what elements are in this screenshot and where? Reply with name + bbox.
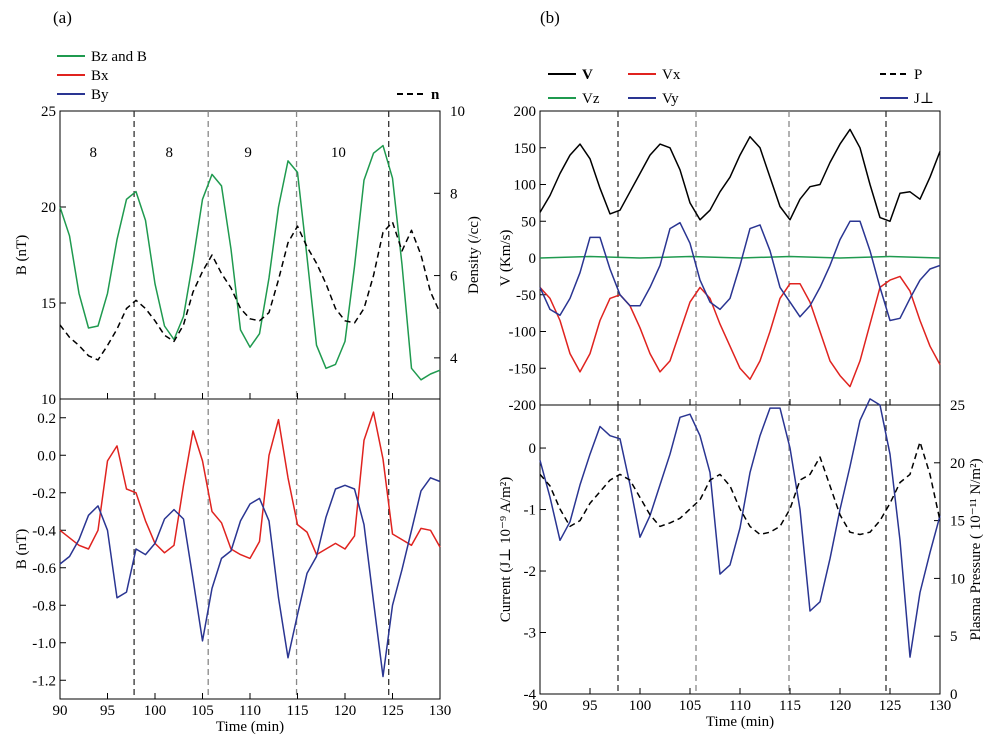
a_bottom-ylabel: B (nT)	[14, 529, 30, 569]
series-vz-line	[539, 255, 941, 259]
a_bottom-xtick-label: 130	[429, 703, 452, 719]
a_top-ytick-label: 10	[41, 392, 56, 408]
a_bottom-ytick-label: -0.4	[32, 523, 56, 539]
b_bottom-ytick-right-label: 25	[950, 398, 965, 414]
a_bottom-xtick-label: 120	[334, 703, 357, 719]
b_top-ytick-label: 150	[514, 141, 537, 157]
b_bottom-ylabel: Current (J⊥ 10⁻⁹ A/m²)	[498, 477, 514, 623]
legend-bx-label: Bx	[91, 68, 109, 84]
a_top-ytick-right-label: 6	[450, 269, 458, 285]
a_top-annotation: 8	[166, 145, 174, 161]
b_bottom-ytick-right-label: 10	[950, 571, 965, 587]
b_bottom-ytick-label: 0	[529, 441, 537, 457]
b_bottom-ytick-label: -2	[524, 564, 537, 580]
a_bottom-ytick-label: -0.2	[32, 486, 56, 502]
b_bottom-ytick-label: -1	[524, 503, 537, 519]
legend-v-label: V	[582, 67, 593, 83]
a_bottom-ytick-label: -0.8	[32, 598, 56, 614]
b_top-ytick-label: -200	[509, 398, 537, 414]
a_top-annotation: 10	[331, 145, 346, 161]
a_bottom-ytick-label: -1.2	[32, 673, 56, 689]
b_bottom-xtick-label: 130	[929, 698, 952, 714]
a_bottom-xtick-label: 95	[100, 703, 115, 719]
b_bottom-xtick-label: 100	[629, 698, 652, 714]
a_top-ytick-right-label: 8	[450, 186, 458, 202]
b_bottom-frame	[539, 404, 941, 695]
b_bottom-ytick-right-label: 20	[950, 456, 965, 472]
b_top-ytick-label: 100	[514, 178, 537, 194]
legend-vz-label: Vz	[582, 91, 600, 107]
series-j-line	[539, 398, 941, 658]
a_bottom-xtick-label: 125	[381, 703, 404, 719]
b_bottom-ytick-label: -4	[524, 687, 537, 703]
legend-jperp-label: J⊥	[914, 91, 934, 107]
a_bottom-frame	[59, 398, 441, 700]
a_bottom-ytick-label: -1.0	[32, 636, 56, 652]
a_bottom-xtick-label: 110	[239, 703, 261, 719]
b_bottom-xtick-label: 115	[779, 698, 801, 714]
panel-label-a: (a)	[53, 8, 72, 27]
series-vx-line	[539, 275, 941, 388]
legend-vx-label: Vx	[662, 67, 681, 83]
a_bottom-xlabel: Time (min)	[216, 719, 284, 735]
a_top-ytick-label: 20	[41, 200, 56, 216]
b_top-ytick-label: 50	[521, 214, 536, 230]
b_bottom-xtick-label: 90	[533, 698, 548, 714]
b_bottom-xlabel: Time (min)	[706, 714, 774, 730]
a_bottom-xtick-label: 100	[144, 703, 167, 719]
b_bottom-xtick-label: 105	[679, 698, 702, 714]
b_top-ytick-label: -150	[509, 361, 537, 377]
a_bottom-ytick-label: -0.6	[32, 561, 56, 577]
b_bottom-xtick-label: 125	[879, 698, 902, 714]
a_top-annotation: 9	[244, 145, 252, 161]
a_bottom-xtick-label: 90	[53, 703, 68, 719]
b_bottom-ytick-label: -3	[524, 626, 537, 642]
legend-vy-label: Vy	[662, 91, 679, 107]
b_bottom-ytick-right-label: 15	[950, 514, 965, 530]
b_top-ytick-label: 200	[514, 104, 537, 120]
b_bottom-xtick-label: 110	[729, 698, 751, 714]
a_top-ylabel: B (nT)	[14, 235, 30, 275]
series-bx-line	[59, 411, 441, 560]
a_bottom-xtick-label: 105	[191, 703, 214, 719]
series-vy-line	[539, 220, 941, 322]
series-n-line	[59, 221, 441, 361]
a_bottom-xtick-label: 115	[287, 703, 309, 719]
panel-label-b: (b)	[540, 8, 560, 27]
b_top-ylabel: V (Km/s)	[498, 230, 514, 287]
a_top-ytick-label: 25	[41, 104, 56, 120]
b_top-ytick-label: 0	[529, 251, 537, 267]
b_bottom-xtick-label: 120	[829, 698, 852, 714]
b_bottom-ylabel-right: Plasma Pressure ( 10⁻¹¹ N/m²)	[968, 458, 984, 640]
b_top-ytick-label: -50	[516, 288, 536, 304]
series-by-line	[59, 477, 441, 678]
legend-bz-and-b-label: Bz and B	[91, 49, 147, 65]
legend-n-label: n	[431, 87, 440, 103]
a_top-ytick-right-label: 4	[450, 351, 458, 367]
series-bzandb-line	[59, 144, 441, 381]
b_top-ytick-label: -100	[509, 325, 537, 341]
a_top-ylabel-right: Density (/cc)	[466, 216, 482, 294]
b_bottom-xtick-label: 95	[583, 698, 598, 714]
a_top-ytick-right-label: 10	[450, 104, 465, 120]
series-v-line	[539, 128, 941, 223]
series-p-line	[539, 441, 941, 536]
a_bottom-ytick-label: 0.2	[37, 411, 56, 427]
b_bottom-ytick-right-label: 0	[950, 687, 958, 703]
b_bottom-ytick-right-label: 5	[950, 629, 958, 645]
legend-p-label: P	[914, 67, 922, 83]
a_bottom-ytick-label: 0.0	[37, 448, 56, 464]
a_top-ytick-label: 15	[41, 296, 56, 312]
a_top-annotation: 8	[90, 145, 98, 161]
legend-by-label: By	[91, 87, 109, 103]
